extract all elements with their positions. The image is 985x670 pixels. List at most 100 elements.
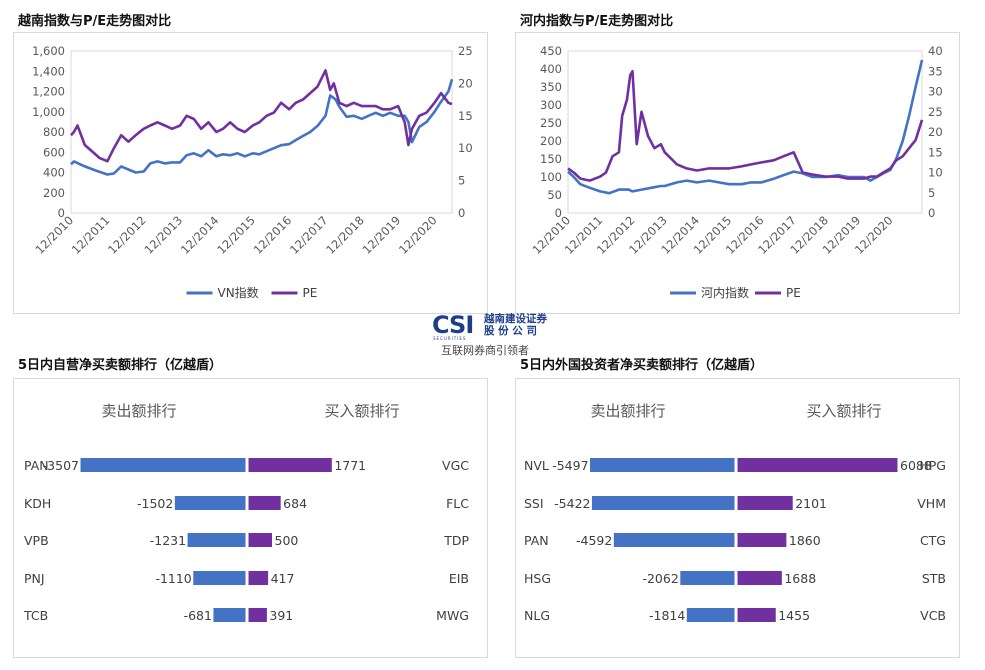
sell-bar (680, 571, 735, 585)
buy-stock-code: CTG (920, 533, 946, 548)
legend-label: 河内指数 (701, 285, 749, 300)
sell-stock-code: NVL (524, 458, 549, 473)
sell-stock-code: PNJ (24, 571, 45, 586)
foreign-ranking-title: 5日内外国投资者净买卖额排行（亿越盾） (520, 358, 764, 373)
x-tick-label: 12/2016 (251, 213, 295, 257)
logo-slogan: 互联网券商引领者 (441, 344, 529, 357)
sell-stock-code: HSG (524, 571, 551, 586)
y-left-tick-label: 150 (540, 152, 562, 166)
sell-ranking-header: 卖出额排行 (101, 402, 176, 420)
logo-company-name: 越南建设证券 股 份 公 司 (484, 313, 554, 337)
legend-label: PE (303, 286, 318, 300)
y-left-tick-label: 1,000 (32, 105, 65, 119)
sell-stock-code: NLG (524, 608, 550, 623)
buy-bar (737, 533, 787, 547)
logo-mark: CSI (432, 311, 474, 339)
x-tick-label: 12/2010 (32, 213, 76, 257)
y-left-tick-label: 50 (547, 188, 562, 202)
buy-bar (737, 458, 898, 472)
x-tick-label: 12/2018 (323, 213, 367, 257)
y-right-tick-label: 25 (928, 105, 943, 119)
pe-series-line (567, 69, 924, 182)
y-right-tick-label: 15 (458, 109, 473, 123)
sell-value-label: -1814 (649, 608, 685, 623)
buy-value-label: 1455 (778, 608, 810, 623)
buy-value-label: 2101 (795, 496, 827, 511)
y-left-tick-label: 450 (540, 44, 562, 58)
y-right-tick-label: 0 (928, 206, 935, 220)
buy-value-label: 1860 (789, 533, 821, 548)
sell-stock-code: PAN (24, 458, 49, 473)
sell-stock-code: KDH (24, 496, 51, 511)
buy-ranking-header: 买入额排行 (806, 402, 881, 420)
buy-value-label: 1771 (334, 458, 366, 473)
y-right-tick-label: 25 (458, 44, 473, 58)
sell-bar (590, 458, 735, 472)
buy-stock-code: VCB (920, 608, 946, 623)
y-left-tick-label: 600 (43, 145, 65, 159)
hn-chart-panel: 0 50 100 150 200 250 300 350 400 450 0 5 10 15 20 25 30 3… (515, 32, 960, 314)
sell-bar (174, 496, 246, 510)
y-right-tick-label: 0 (458, 206, 465, 220)
sell-value-label: -1502 (137, 496, 173, 511)
sell-bar (213, 608, 246, 622)
buy-bar (248, 571, 269, 585)
x-tick-label: 12/2020 (396, 213, 440, 257)
sell-value-label: -5497 (552, 458, 588, 473)
y-right-tick-label: 10 (928, 166, 943, 180)
foreign-ranking-panel: 卖出额排行 买入额排行 NVL HPG -5497 6088 SSI VHM -5422 2101… (515, 378, 960, 658)
buy-value-label: 417 (271, 571, 295, 586)
buy-bar (737, 608, 776, 622)
buy-stock-code: TDP (443, 533, 469, 548)
y-right-tick-label: 5 (458, 174, 465, 188)
y-right-tick-label: 20 (928, 125, 943, 139)
buy-stock-code: FLC (446, 496, 469, 511)
y-right-tick-label: 35 (928, 64, 943, 78)
y-left-tick-label: 350 (540, 80, 562, 94)
foreign-ranking-chart: 卖出额排行 买入额排行 NVL HPG -5497 6088 SSI VHM -5422 2101… (524, 402, 946, 623)
sell-bar (80, 458, 246, 472)
y-left-tick-label: 100 (540, 170, 562, 184)
csi-logo: CSI SECURITIES 越南建设证券 股 份 公 司 互联网券商引领者 (432, 312, 557, 360)
sell-value-label: -5422 (554, 496, 590, 511)
y-left-tick-label: 1,600 (32, 44, 65, 58)
x-tick-label: 12/2015 (214, 213, 258, 257)
logo-tagline-small: SECURITIES (433, 336, 467, 341)
y-left-tick-label: 0 (555, 206, 562, 220)
buy-bar (737, 571, 782, 585)
index-series-line (70, 78, 454, 176)
sell-value-label: -3507 (43, 458, 79, 473)
x-tick-label: 12/2012 (105, 213, 149, 257)
buy-value-label: 684 (283, 496, 307, 511)
x-tick-label: 12/2014 (178, 213, 222, 257)
y-right-tick-label: 20 (458, 76, 473, 90)
vn-index-pe-chart: 0 200 400 600 800 1,000 1,200 1,400 1,600 0 5 10 15 2… (32, 44, 473, 300)
y-left-tick-label: 200 (43, 186, 65, 200)
y-left-tick-label: 250 (540, 116, 562, 130)
buy-bar (737, 496, 793, 510)
proprietary-ranking-panel: 卖出额排行 买入额排行 PAN VGC -3507 1771 KDH FLC -1502 684 V… (13, 378, 488, 658)
buy-stock-code: MWG (436, 608, 469, 623)
sell-value-label: -681 (184, 608, 212, 623)
y-right-tick-label: 40 (928, 44, 943, 58)
logo-company-line1: 越南建设证券 (484, 313, 547, 325)
y-left-tick-label: 800 (43, 125, 65, 139)
legend-label: VN指数 (218, 285, 259, 300)
y-right-tick-label: 30 (928, 85, 943, 99)
buy-bar (248, 533, 273, 547)
legend-label: PE (786, 286, 801, 300)
buy-bar (248, 496, 281, 510)
sell-value-label: -1110 (155, 571, 191, 586)
y-left-tick-label: 1,400 (32, 64, 65, 78)
y-left-tick-label: 1,200 (32, 85, 65, 99)
y-left-tick-label: 300 (540, 98, 562, 112)
buy-value-label: 1688 (784, 571, 816, 586)
buy-stock-code: EIB (449, 571, 469, 586)
sell-stock-code: TCB (23, 608, 48, 623)
proprietary-ranking-chart: 卖出额排行 买入额排行 PAN VGC -3507 1771 KDH FLC -1502 684 V… (23, 402, 469, 623)
buy-stock-code: HPG (919, 458, 946, 473)
buy-stock-code: VGC (442, 458, 469, 473)
x-tick-label: 12/2011 (69, 213, 113, 257)
vn-chart-title: 越南指数与P/E走势图对比 (18, 14, 172, 29)
sell-value-label: -4592 (576, 533, 612, 548)
